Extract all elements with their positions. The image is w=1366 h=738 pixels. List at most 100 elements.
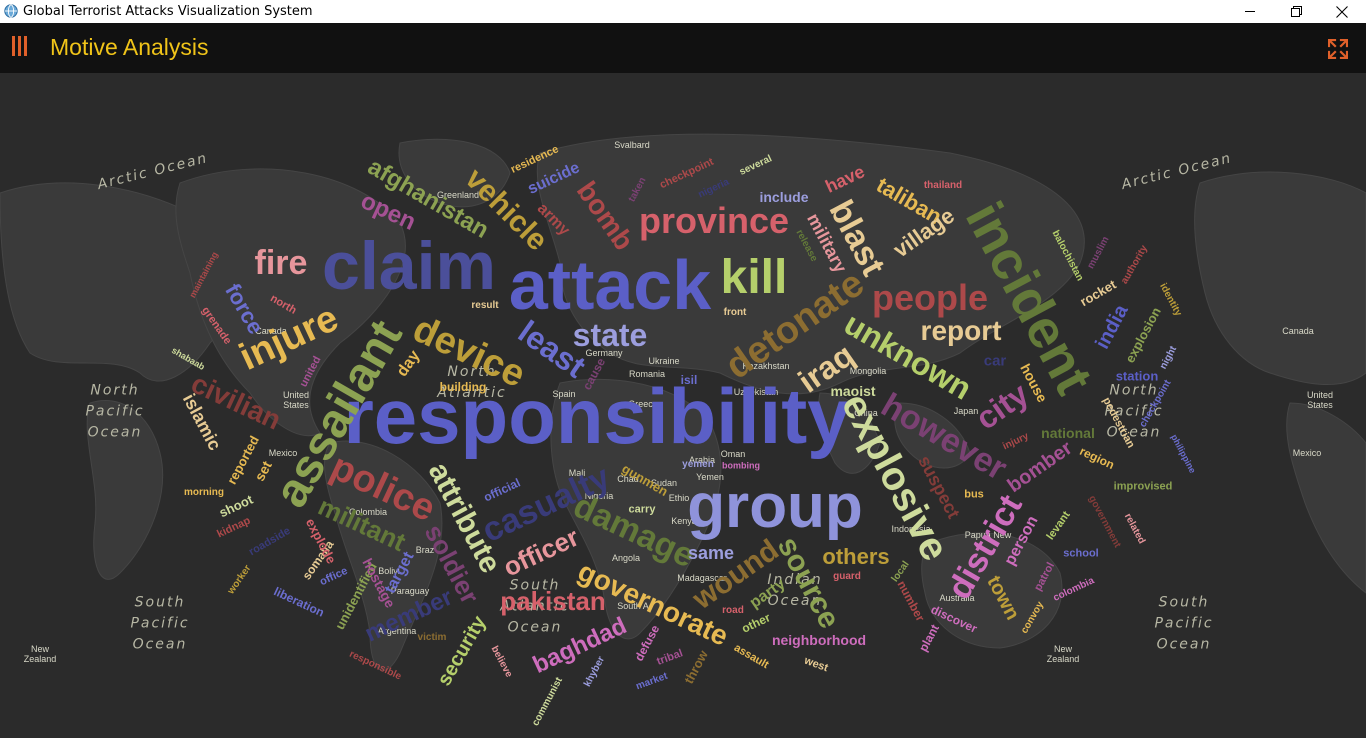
word-cloud-term[interactable]: morning xyxy=(184,487,224,498)
word-cloud-term[interactable]: maoist xyxy=(830,383,876,399)
word-cloud-term[interactable]: car xyxy=(983,352,1007,370)
word-cloud-term[interactable]: west xyxy=(802,654,830,675)
word-cloud-term[interactable]: school xyxy=(1063,547,1099,560)
word-cloud-term[interactable]: roadside xyxy=(246,524,293,559)
word-cloud-term[interactable]: pakistan xyxy=(500,586,606,616)
word-cloud-term[interactable]: bomb xyxy=(570,175,640,256)
word-cloud-term[interactable]: injury xyxy=(1001,430,1031,453)
word-cloud-term[interactable]: attack xyxy=(508,246,712,324)
word-cloud-term[interactable]: khyber xyxy=(582,654,608,689)
word-cloud-term[interactable]: government xyxy=(1086,493,1123,550)
word-cloud-term[interactable]: tribal xyxy=(655,647,685,668)
place-label: Mongolia xyxy=(849,366,887,376)
word-cloud-term[interactable]: road xyxy=(722,605,744,616)
word-cloud-term[interactable]: front xyxy=(723,307,747,318)
close-button[interactable] xyxy=(1319,0,1365,23)
word-cloud-term[interactable]: checkpoint xyxy=(1137,378,1174,430)
word-cloud-term[interactable]: baghdad xyxy=(528,612,631,679)
fullscreen-icon[interactable] xyxy=(1328,39,1348,59)
word-cloud-term[interactable]: other xyxy=(739,610,773,636)
word-cloud-term[interactable]: india xyxy=(1091,301,1133,353)
word-cloud-term[interactable]: north xyxy=(268,292,299,317)
word-cloud-term[interactable]: maintaining xyxy=(187,250,220,300)
word-cloud-term[interactable]: patrol xyxy=(1032,560,1058,594)
word-cloud-term[interactable]: isil xyxy=(680,373,698,387)
word-cloud-term[interactable]: same xyxy=(687,543,735,563)
word-cloud-term[interactable]: kidnap xyxy=(215,514,253,541)
word-cloud-term[interactable]: victim xyxy=(417,632,447,643)
place-label: Nigeria xyxy=(584,491,614,501)
word-cloud-term[interactable]: throw xyxy=(681,647,711,687)
word-cloud-term[interactable]: colombia xyxy=(1051,575,1097,604)
place-label: New Zealand xyxy=(1046,644,1080,664)
word-cloud-term[interactable]: state xyxy=(572,317,648,353)
word-cloud-term[interactable]: several xyxy=(737,153,774,178)
word-cloud-term[interactable]: city xyxy=(969,375,1035,437)
word-cloud-term[interactable]: pedestrian xyxy=(1100,395,1137,451)
word-cloud-term[interactable]: others xyxy=(822,544,890,569)
word-cloud-term[interactable]: neighborhood xyxy=(771,632,867,648)
place-label: Argentina xyxy=(377,626,417,636)
word-cloud-term[interactable]: office xyxy=(317,564,350,589)
word-cloud-term[interactable]: number xyxy=(894,578,928,624)
word-cloud-term[interactable]: united xyxy=(297,354,324,390)
word-cloud-term[interactable]: bombing xyxy=(722,460,760,471)
word-cloud-term[interactable]: force xyxy=(220,279,269,339)
restore-button[interactable] xyxy=(1273,0,1319,23)
word-cloud-term[interactable]: carry xyxy=(628,503,656,516)
word-cloud-term[interactable]: levant xyxy=(1044,509,1073,543)
place-label: Ethio xyxy=(668,493,690,503)
word-cloud-term[interactable]: convoy xyxy=(1019,599,1047,636)
word-cloud-term[interactable]: improvised xyxy=(1113,480,1173,493)
word-cloud-term[interactable]: muslim xyxy=(1085,234,1112,271)
place-label: Germany xyxy=(585,348,623,358)
word-cloud-term[interactable]: group xyxy=(687,472,863,541)
word-cloud-term[interactable]: night xyxy=(1157,344,1180,372)
word-cloud-term[interactable]: report xyxy=(920,315,1002,346)
word-cloud-term[interactable]: nigeria xyxy=(696,176,731,201)
app-header: Motive Analysis xyxy=(0,23,1366,73)
word-cloud-term[interactable]: grenade xyxy=(199,304,234,347)
menu-bars-icon[interactable] xyxy=(12,36,30,58)
word-cloud-term[interactable]: plant xyxy=(916,622,942,654)
world-map[interactable]: Arctic Ocean Arctic Ocean North Pacific … xyxy=(0,73,1366,738)
word-cloud-term[interactable]: people xyxy=(871,277,989,318)
word-cloud-term[interactable]: balochistan xyxy=(1049,228,1086,283)
place-label: Canada xyxy=(1282,326,1314,336)
place-label: Chad xyxy=(617,474,639,484)
word-cloud-term[interactable]: guard xyxy=(833,571,861,582)
word-cloud-term[interactable]: include xyxy=(759,189,809,205)
word-cloud-term[interactable]: market xyxy=(634,670,670,693)
word-cloud-term[interactable]: result xyxy=(471,300,499,311)
minimize-button[interactable] xyxy=(1227,0,1273,23)
word-cloud-term[interactable]: philippine xyxy=(1169,432,1198,475)
word-cloud-term[interactable]: related xyxy=(1121,511,1147,546)
word-cloud-term[interactable]: town xyxy=(982,572,1024,624)
word-cloud-term[interactable]: authority xyxy=(1119,243,1151,287)
word-cloud-term[interactable]: claim xyxy=(322,228,496,304)
word-cloud-term[interactable]: national xyxy=(1041,425,1095,441)
word-cloud-term[interactable]: have xyxy=(822,161,868,197)
word-cloud-term[interactable]: building xyxy=(439,380,487,394)
word-cloud-term[interactable]: worker xyxy=(225,563,254,597)
word-cloud-term[interactable]: region xyxy=(1077,443,1117,473)
word-cloud-term[interactable]: assault xyxy=(731,641,771,672)
word-cloud-term[interactable]: province xyxy=(638,200,790,241)
word-cloud-term[interactable]: bus xyxy=(964,488,984,501)
word-cloud-term[interactable]: shabaab xyxy=(169,345,207,373)
word-cloud-term[interactable]: responsibility xyxy=(343,372,851,460)
word-cloud-term[interactable]: station xyxy=(1115,368,1159,384)
word-cloud-term[interactable]: security xyxy=(433,612,491,690)
word-cloud-term[interactable]: believe xyxy=(488,644,515,680)
word-cloud-term[interactable]: yemen xyxy=(682,459,714,470)
place-label: Greenland xyxy=(436,190,480,200)
place-label: Madagascar xyxy=(677,573,727,583)
word-cloud-term[interactable]: fire xyxy=(254,244,308,282)
word-cloud-term[interactable]: communist xyxy=(530,675,565,728)
word-cloud-term[interactable]: thailand xyxy=(923,180,963,191)
word-cloud-term[interactable]: target xyxy=(381,549,418,597)
word-cloud-term[interactable]: kill xyxy=(720,251,788,304)
word-cloud-term[interactable]: gunmen xyxy=(619,460,671,500)
word-cloud-term[interactable]: liberation xyxy=(271,584,327,620)
word-cloud-term[interactable]: responsible xyxy=(347,648,403,683)
